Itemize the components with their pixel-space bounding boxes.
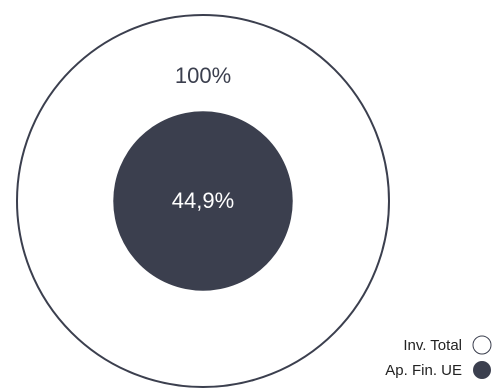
- legend: Inv. Total Ap. Fin. UE: [385, 335, 492, 379]
- inner-value-label: 44,9%: [172, 188, 234, 213]
- legend-label-ap-fin-ue: Ap. Fin. UE: [385, 362, 462, 379]
- inner-circle-ap-fin-ue: [113, 111, 293, 291]
- legend-marker-ap-fin-ue: [473, 361, 491, 379]
- legend-label-inv-total: Inv. Total: [403, 337, 462, 354]
- legend-marker-inv-total: [472, 335, 492, 355]
- outer-value-label: 100%: [175, 63, 231, 88]
